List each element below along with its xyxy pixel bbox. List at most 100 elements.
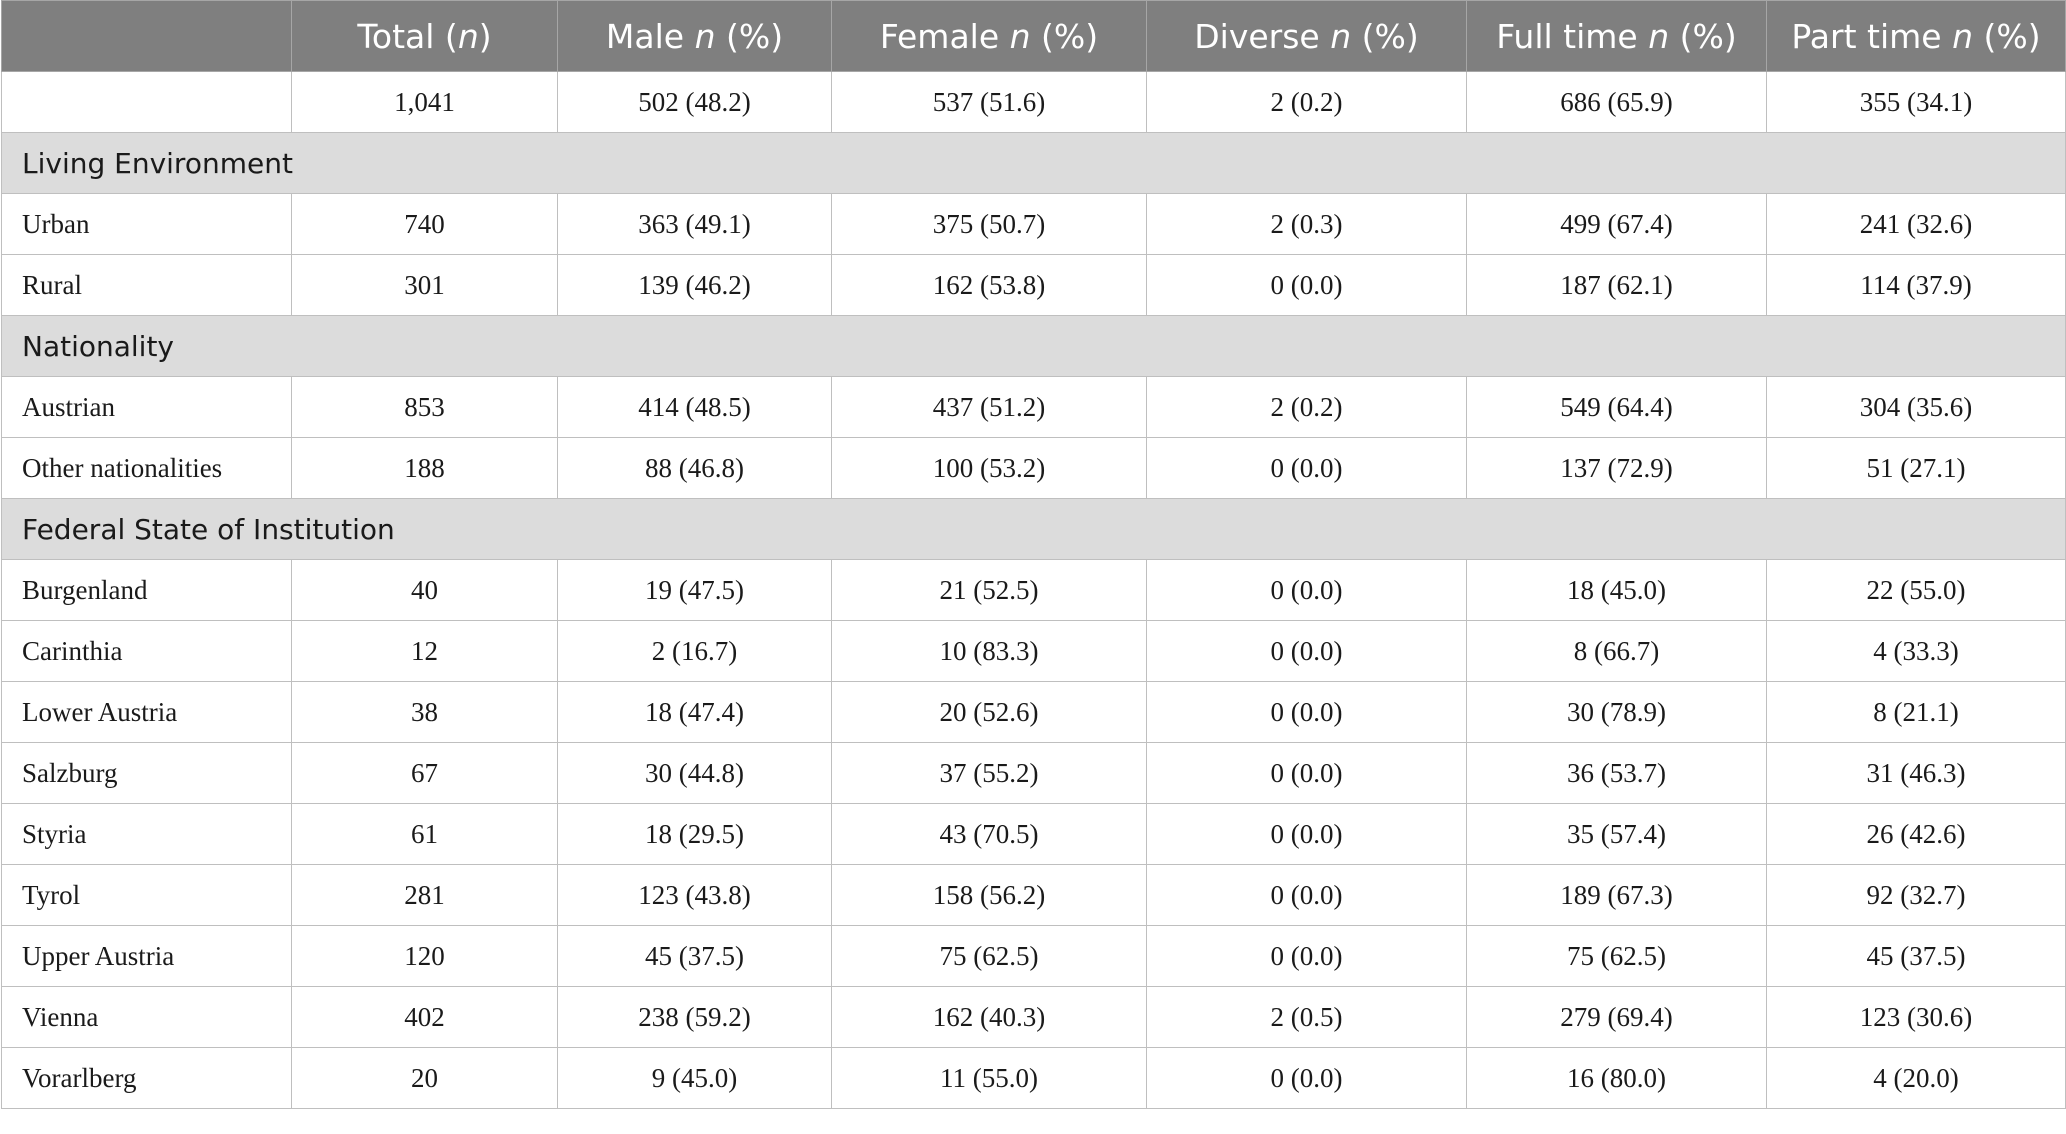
header-text: (%) — [1973, 16, 2041, 56]
header-text: n — [694, 16, 716, 56]
table-row: Lower Austria 38 18 (47.4) 20 (52.6) 0 (0.0)… — [1, 681, 2066, 743]
row-label: Vorarlberg — [1, 1047, 292, 1109]
total-cell: 40 — [291, 559, 558, 621]
section-label: Living Environment — [1, 132, 2066, 194]
part-time-header: Part time n (%) — [1766, 0, 2066, 72]
male-cell: 88 (46.8) — [557, 437, 832, 499]
full-time-cell: 18 (45.0) — [1466, 559, 1767, 621]
male-cell: 18 (47.4) — [557, 681, 832, 743]
full-time-cell: 30 (78.9) — [1466, 681, 1767, 743]
male-cell: 123 (43.8) — [557, 864, 832, 926]
total-cell: 740 — [291, 193, 558, 255]
row-label: Vienna — [1, 986, 292, 1048]
female-cell: 43 (70.5) — [831, 803, 1147, 865]
section-label: Federal State of Institution — [1, 498, 2066, 560]
table-row: Salzburg 67 30 (44.8) 37 (55.2) 0 (0.0) 36 (5… — [1, 742, 2066, 804]
table-row: Burgenland 40 19 (47.5) 21 (52.5) 0 (0.0) 18 … — [1, 559, 2066, 621]
total-cell: 188 — [291, 437, 558, 499]
female-cell: 10 (83.3) — [831, 620, 1147, 682]
diverse-cell: 2 (0.3) — [1146, 193, 1467, 255]
header-text: ) — [478, 16, 492, 56]
total-cell: 120 — [291, 925, 558, 987]
diverse-cell: 0 (0.0) — [1146, 925, 1467, 987]
table-row: Vienna 402 238 (59.2) 162 (40.3) 2 (0.5) 279 … — [1, 986, 2066, 1048]
row-label: Carinthia — [1, 620, 292, 682]
female-cell: 158 (56.2) — [831, 864, 1147, 926]
male-cell: 2 (16.7) — [557, 620, 832, 682]
section-row: Nationality — [1, 315, 2066, 377]
full-time-cell: 279 (69.4) — [1466, 986, 1767, 1048]
row-label: Other nationalities — [1, 437, 292, 499]
total-cell: 12 — [291, 620, 558, 682]
female-cell: 20 (52.6) — [831, 681, 1147, 743]
part-time-cell: 241 (32.6) — [1766, 193, 2066, 255]
female-cell: 11 (55.0) — [831, 1047, 1147, 1109]
diverse-cell: 0 (0.0) — [1146, 559, 1467, 621]
full-time-header: Full time n (%) — [1466, 0, 1767, 72]
diverse-cell: 0 (0.0) — [1146, 437, 1467, 499]
full-time-cell: 75 (62.5) — [1466, 925, 1767, 987]
female-cell: 21 (52.5) — [831, 559, 1147, 621]
table-row: Tyrol 281 123 (43.8) 158 (56.2) 0 (0.0) 189 (… — [1, 864, 2066, 926]
header-text: Full time — [1496, 16, 1649, 56]
section-label: Nationality — [1, 315, 2066, 377]
part-time-cell: 123 (30.6) — [1766, 986, 2066, 1048]
diverse-cell: 0 (0.0) — [1146, 864, 1467, 926]
table-row: Vorarlberg 20 9 (45.0) 11 (55.0) 0 (0.0) 16 (… — [1, 1047, 2066, 1109]
male-cell: 363 (49.1) — [557, 193, 832, 255]
male-cell: 9 (45.0) — [557, 1047, 832, 1109]
header-text: n — [1952, 16, 1973, 56]
part-time-cell: 114 (37.9) — [1766, 254, 2066, 316]
total-cell: 67 — [291, 742, 558, 804]
total-header: Total (n) — [291, 0, 558, 72]
header-text: n — [1009, 16, 1031, 56]
header-text: Female — [879, 16, 1010, 56]
female-header: Female n (%) — [831, 0, 1147, 72]
table-row: Other nationalities 188 88 (46.8) 100 (53.2… — [1, 437, 2066, 499]
section-row: Federal State of Institution — [1, 498, 2066, 560]
full-time-cell: 499 (67.4) — [1466, 193, 1767, 255]
header-text: n — [1648, 16, 1670, 56]
header-text: (%) — [715, 16, 784, 56]
full-time-cell: 16 (80.0) — [1466, 1047, 1767, 1109]
female-cell: 537 (51.6) — [831, 71, 1147, 133]
row-label: Salzburg — [1, 742, 292, 804]
full-time-cell: 549 (64.4) — [1466, 376, 1767, 438]
header-text: Total ( — [357, 16, 458, 56]
part-time-cell: 4 (20.0) — [1766, 1047, 2066, 1109]
row-label: Burgenland — [1, 559, 292, 621]
table-row: Austrian 853 414 (48.5) 437 (51.2) 2 (0.2) 54… — [1, 376, 2066, 438]
part-time-cell: 304 (35.6) — [1766, 376, 2066, 438]
diverse-cell: 2 (0.2) — [1146, 71, 1467, 133]
header-text: n — [457, 16, 479, 56]
diverse-cell: 0 (0.0) — [1146, 254, 1467, 316]
male-cell: 19 (47.5) — [557, 559, 832, 621]
female-cell: 437 (51.2) — [831, 376, 1147, 438]
table-row: Styria 61 18 (29.5) 43 (70.5) 0 (0.0) 35 (57.… — [1, 803, 2066, 865]
diverse-cell: 0 (0.0) — [1146, 803, 1467, 865]
demographics-table: Total (n) Male n (%) Female n (%) Diverse n… — [1, 0, 2066, 1109]
diverse-cell: 0 (0.0) — [1146, 742, 1467, 804]
row-label: Urban — [1, 193, 292, 255]
male-cell: 414 (48.5) — [557, 376, 832, 438]
male-cell: 139 (46.2) — [557, 254, 832, 316]
male-cell: 18 (29.5) — [557, 803, 832, 865]
male-cell: 502 (48.2) — [557, 71, 832, 133]
row-label-header — [1, 0, 292, 72]
table-body: 1,041 502 (48.2) 537 (51.6) 2 (0.2) 686 (65.… — [1, 71, 2066, 1109]
header-text: (%) — [1351, 16, 1419, 56]
male-cell: 45 (37.5) — [557, 925, 832, 987]
total-cell: 853 — [291, 376, 558, 438]
row-label: Lower Austria — [1, 681, 292, 743]
total-cell: 402 — [291, 986, 558, 1048]
part-time-cell: 45 (37.5) — [1766, 925, 2066, 987]
female-cell: 162 (53.8) — [831, 254, 1147, 316]
header-text: n — [1330, 16, 1352, 56]
table-row: Upper Austria 120 45 (37.5) 75 (62.5) 0 (0.0… — [1, 925, 2066, 987]
diverse-cell: 0 (0.0) — [1146, 620, 1467, 682]
female-cell: 37 (55.2) — [831, 742, 1147, 804]
total-cell: 301 — [291, 254, 558, 316]
table-row: Rural 301 139 (46.2) 162 (53.8) 0 (0.0) 187 (… — [1, 254, 2066, 316]
row-label — [1, 71, 292, 133]
header-row: Total (n) Male n (%) Female n (%) Diverse n… — [1, 0, 2066, 72]
